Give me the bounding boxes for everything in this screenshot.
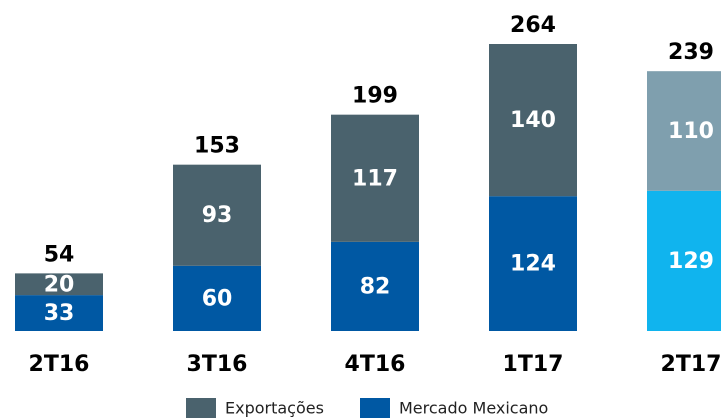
segment-label: 117 [352, 166, 398, 191]
x-tick-label: 2T16 [29, 352, 90, 377]
bar-segment [647, 71, 721, 191]
legend-swatch [360, 398, 390, 418]
segment-label: 124 [510, 252, 556, 277]
total-label: 54 [44, 242, 75, 267]
bar-segment [489, 44, 577, 197]
legend-swatch [186, 398, 216, 418]
x-tick-label: 1T17 [503, 352, 564, 377]
bar-segment [331, 241, 419, 331]
segment-label: 82 [360, 274, 391, 299]
bar-segment [15, 273, 103, 296]
x-tick-label: 4T16 [345, 352, 406, 377]
bar-segment [173, 265, 261, 331]
bar-segment [331, 114, 419, 242]
total-label: 153 [194, 134, 240, 159]
total-label: 199 [352, 84, 398, 109]
segment-label: 129 [668, 249, 714, 274]
x-tick-label: 2T17 [661, 352, 721, 377]
segment-label: 60 [202, 286, 233, 311]
total-label: 264 [510, 13, 556, 38]
segment-label: 140 [510, 108, 556, 133]
legend-label: Exportações [225, 399, 324, 418]
total-label: 239 [668, 40, 714, 65]
bar-segment [173, 164, 261, 266]
bar-segment [15, 295, 103, 331]
x-tick-label: 3T16 [187, 352, 248, 377]
segment-label: 20 [44, 272, 75, 297]
bar-segment [489, 196, 577, 331]
legend-label: Mercado Mexicano [399, 399, 548, 418]
segment-label: 93 [202, 203, 233, 228]
segment-label: 110 [668, 119, 714, 144]
segment-label: 33 [44, 301, 75, 326]
bar-segment [647, 190, 721, 331]
